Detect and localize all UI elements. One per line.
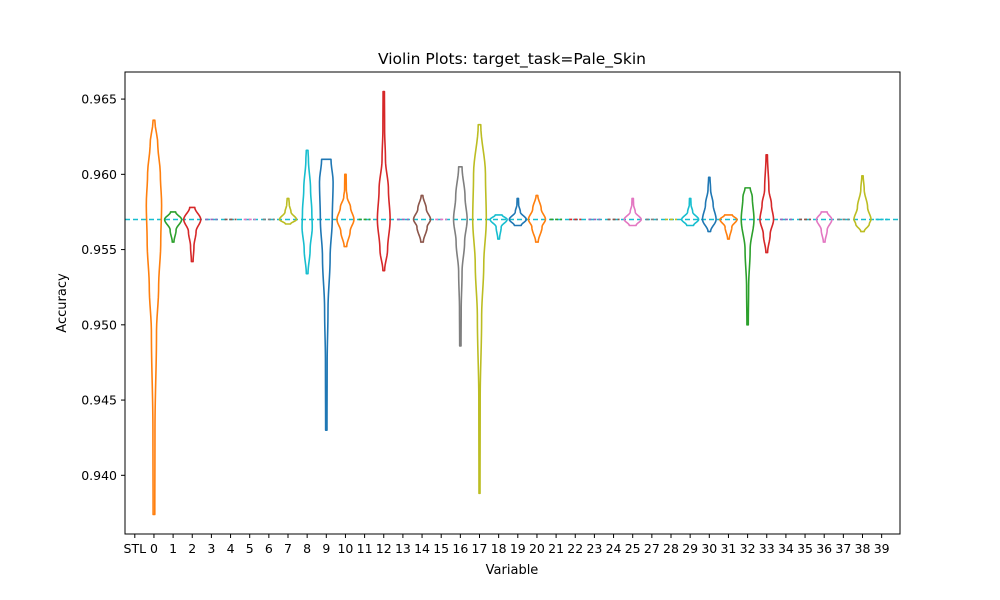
x-tick-label: 7 [284,541,292,556]
x-tick-label: 36 [816,541,832,556]
x-tick-label: 6 [265,541,273,556]
x-tick-label: 11 [357,541,373,556]
x-tick-label: 1 [169,541,177,556]
y-tick-label: 0.965 [81,92,117,107]
x-tick-label: 24 [606,541,622,556]
x-tick-label: 29 [682,541,698,556]
violin-33 [759,153,775,254]
violin-8 [301,149,314,275]
x-tick-label: 20 [529,541,545,556]
x-tick-label: 39 [874,541,890,556]
x-tick-label: 2 [188,541,196,556]
violin-10 [336,173,355,248]
violin-14 [412,194,432,243]
violin-2 [182,206,202,263]
x-tick-label: 18 [491,541,507,556]
x-tick-label: 34 [778,541,794,556]
violin-18 [489,214,508,240]
violin-29 [680,197,700,227]
violin-0 [145,119,163,516]
violin-7 [278,197,298,225]
x-tick-label: 0 [150,541,158,556]
y-tick-label: 0.960 [81,167,117,182]
x-tick-label: 21 [548,541,564,556]
violin-30 [701,176,717,233]
y-axis: 0.940 0.945 0.950 0.955 0.960 0.965 [81,92,125,483]
violin-19 [508,197,528,227]
x-tick-label: 32 [740,541,756,556]
violin-9 [318,158,334,431]
x-tick-label: 16 [452,541,468,556]
violin-17 [471,123,488,495]
x-tick-label: 4 [227,541,235,556]
x-axis-title: Variable [486,563,539,578]
y-tick-label: 0.950 [81,317,117,332]
violin-31 [719,214,738,240]
x-tick-label: 27 [644,541,660,556]
x-tick-label: 13 [395,541,411,556]
violin-20 [527,194,547,243]
violin-38 [853,175,872,233]
x-tick-label: 31 [720,541,736,556]
x-tick-label: 15 [433,541,449,556]
x-tick-label: 23 [586,541,602,556]
x-tick-label: 19 [510,541,526,556]
chart-title: Violin Plots: target_task=Pale_Skin [378,50,646,69]
violins [145,90,888,516]
violin-32 [740,187,755,326]
violin-16 [452,166,468,347]
violin-1 [163,211,183,243]
violin-36 [815,211,833,243]
x-tick-label: 33 [759,541,775,556]
x-tick-label: 9 [322,541,330,556]
y-tick-label: 0.940 [81,468,117,483]
x-tick-label: 22 [567,541,583,556]
x-tick-label: 10 [337,541,353,556]
y-tick-label: 0.955 [81,242,117,257]
x-tick-label: 30 [701,541,717,556]
x-tick-label: 3 [207,541,215,556]
x-tick-label: 17 [472,541,488,556]
x-tick-label: 37 [835,541,851,556]
x-axis: STL 0 1 2 3 4 5 6 7 8 9 10 11 12 13 14 15 16 17 18 19 20 21 22 2… [124,534,890,556]
x-tick-label: 35 [797,541,813,556]
x-tick-label: 28 [663,541,679,556]
y-axis-title: Accuracy [55,273,70,333]
x-tick-label: 14 [414,541,430,556]
x-tick-label: STL [124,541,147,556]
y-tick-label: 0.945 [81,393,117,408]
x-tick-label: 8 [303,541,311,556]
x-tick-label: 38 [855,541,871,556]
violin-25 [623,197,642,227]
x-tick-label: 25 [625,541,641,556]
plot-frame [124,71,901,535]
violin-12 [376,90,391,272]
x-tick-label: 5 [246,541,254,556]
x-tick-label: 12 [376,541,392,556]
